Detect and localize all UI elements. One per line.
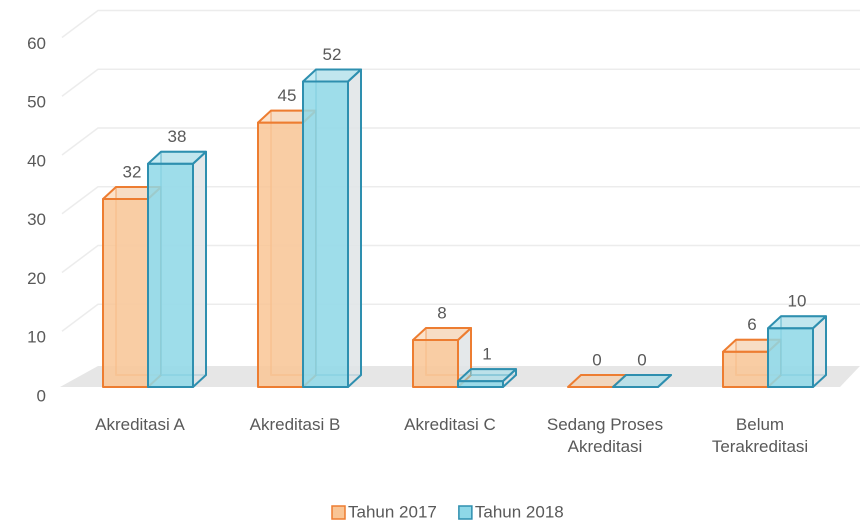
bar-front [412,339,459,388]
grid-line [61,68,860,97]
x-tick-label: Akreditasi A [95,415,185,434]
bar-top [412,327,472,341]
bar-front [722,350,769,388]
value-label: 0 [637,350,646,369]
value-label: 32 [123,162,142,181]
y-tick-label: 60 [27,34,46,53]
grid-line [61,186,860,215]
value-label: 0 [592,350,601,369]
bar-top [457,368,517,383]
legend-swatch [331,505,346,520]
x-tick-label: Akreditasi C [404,415,496,434]
value-label: 52 [323,45,342,64]
value-label: 6 [747,315,756,334]
y-tick-label: 0 [37,386,46,405]
grid-line [61,244,860,274]
x-tick-label: Belum Terakreditasi [711,415,809,456]
y-tick-label: 50 [27,93,46,112]
bar-front [302,80,349,388]
bar-top [302,68,362,83]
value-label: 38 [168,127,187,146]
bar-side [192,150,207,388]
bar-front [257,121,304,388]
value-label: 8 [437,303,446,322]
value-label: 10 [788,292,807,311]
legend-swatch [458,505,473,520]
value-label: 1 [482,345,491,364]
grid-line [61,127,860,156]
bar-front [767,327,814,388]
grid-line [61,9,860,39]
x-tick-label: Akreditasi B [249,415,341,434]
bar-side [347,68,362,388]
bar-top [147,150,207,165]
value-label: 45 [278,86,297,105]
y-tick-label: 20 [27,269,46,288]
y-tick-label: 10 [27,328,46,347]
bar-top [767,315,827,330]
bar-front [147,162,194,388]
bar-top [612,374,672,388]
legend-label: Tahun 2018 [475,502,564,521]
y-tick-label: 30 [27,210,46,229]
x-tick-label: Sedang Proses Akreditasi [546,415,664,456]
y-tick-label: 40 [27,151,46,170]
grid-line [61,303,860,332]
bar-front [102,198,149,388]
legend-label: Tahun 2017 [348,502,437,521]
